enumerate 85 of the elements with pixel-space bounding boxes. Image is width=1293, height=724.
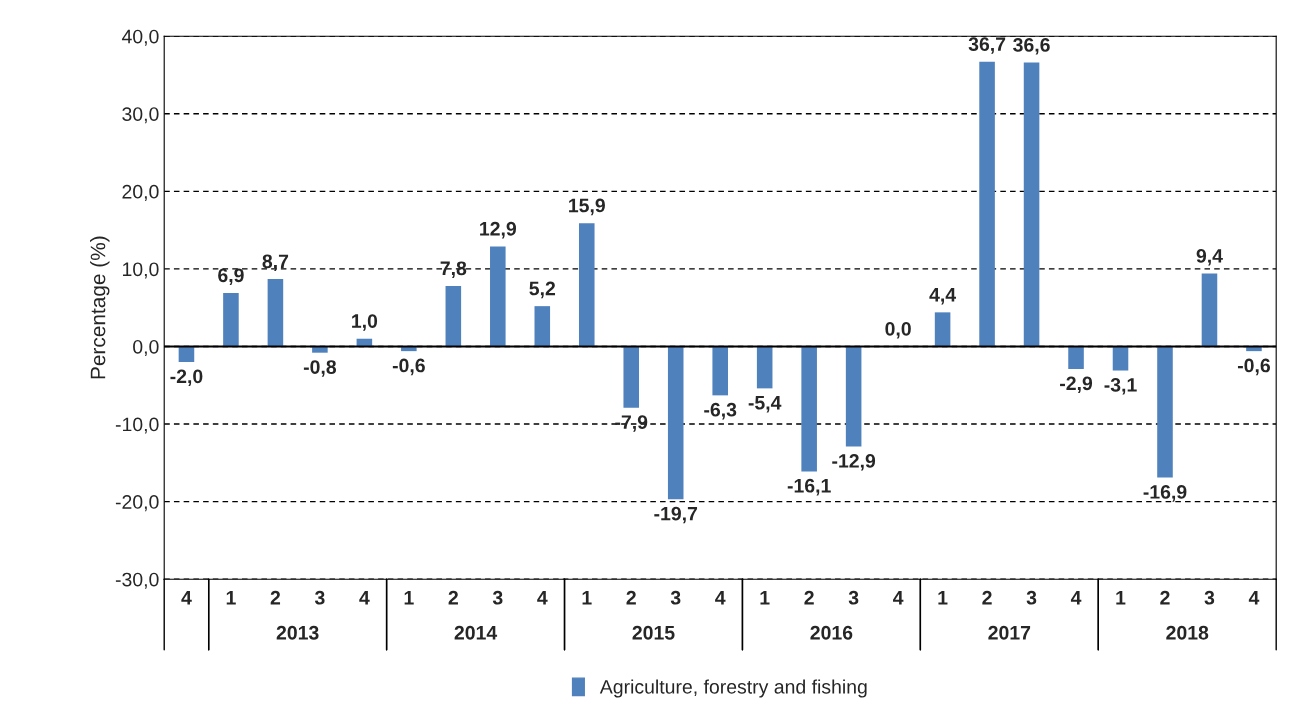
data-label: 36,7 <box>968 37 1006 54</box>
data-label: 15,9 <box>569 198 605 216</box>
bar <box>623 346 640 408</box>
bar <box>267 279 284 347</box>
bar <box>712 346 728 396</box>
x-tick-label: 2 <box>982 590 992 605</box>
x-tick-label: 3 <box>848 590 859 605</box>
x-tick-label: 1 <box>226 591 236 605</box>
y-tick-label: 10,0 <box>122 262 159 279</box>
x-tick-label: 3 <box>1026 590 1037 605</box>
text: 2016 <box>810 625 853 640</box>
data-label: -2,9 <box>1060 376 1093 394</box>
bar <box>490 246 506 347</box>
x-tick-label: 4 <box>359 591 370 605</box>
y-tick-label: -30,0 <box>115 572 159 589</box>
x-tick-label: 3 <box>492 590 503 605</box>
x-tick-label: 4 <box>715 591 726 605</box>
data-label: 4,4 <box>929 288 957 305</box>
x-tick-label: 2 <box>626 590 636 605</box>
data-label: 36,6 <box>1013 38 1050 55</box>
x-tick-label: 3 <box>670 590 681 605</box>
y-tick-label: 0,0 <box>133 339 159 357</box>
y-tick-label: 40,0 <box>121 29 159 46</box>
data-label: -7,9 <box>615 415 648 432</box>
x-tick-label: 2 <box>1160 590 1170 605</box>
y-tick-label: 30,0 <box>122 107 159 124</box>
data-label: 9,4 <box>1196 249 1223 266</box>
text: 2017 <box>988 625 1031 640</box>
data-label: 6,9 <box>218 268 244 285</box>
bar <box>1023 62 1040 347</box>
bar <box>979 61 995 347</box>
x-tick-label: 2 <box>270 590 281 605</box>
data-label: 1,0 <box>352 314 378 331</box>
bar <box>1112 346 1129 371</box>
legend-label: Agriculture, forestry and fishing <box>599 679 867 698</box>
bar <box>1157 346 1173 478</box>
bar <box>1068 346 1084 369</box>
data-label: -12,9 <box>832 454 876 471</box>
bar <box>1201 273 1218 347</box>
data-label: -5,4 <box>748 396 782 413</box>
x-tick-label: 4 <box>893 591 904 605</box>
data-label: -0,6 <box>392 358 425 376</box>
x-tick-label: 2 <box>448 590 458 605</box>
text: 2015 <box>632 625 675 640</box>
y-tick-label: -20,0 <box>115 495 159 512</box>
data-label: 5,2 <box>529 281 556 299</box>
x-tick-label: 3 <box>1204 590 1215 605</box>
x-tick-label: 1 <box>404 591 414 605</box>
data-label: 8,7 <box>262 254 289 272</box>
y-tick-label: -10,0 <box>115 417 159 434</box>
bar <box>534 306 551 347</box>
bar <box>578 223 595 347</box>
x-tick-label: 1 <box>938 591 948 605</box>
bar <box>756 346 773 389</box>
data-label: 7,8 <box>440 261 467 279</box>
text: 2018 <box>1166 625 1209 640</box>
bar <box>801 346 817 472</box>
x-tick-label: 4 <box>1248 591 1260 605</box>
data-label: -6,3 <box>704 402 737 420</box>
x-tick-label: 4 <box>1070 591 1082 605</box>
text: 2014 <box>454 625 498 640</box>
data-label: 12,9 <box>480 221 517 239</box>
x-tick-label: 1 <box>582 591 592 605</box>
y-axis-title: Percentage (%) <box>90 236 110 379</box>
data-label: 0,0 <box>885 321 911 339</box>
text: 2013 <box>276 625 319 640</box>
data-label: -19,7 <box>654 506 698 524</box>
bar <box>223 292 239 347</box>
data-label: -0,6 <box>1237 358 1270 376</box>
x-tick-label: 1 <box>760 591 770 605</box>
bar <box>845 346 862 447</box>
x-tick-label: 2 <box>804 590 814 605</box>
x-tick-label: 4 <box>537 591 548 605</box>
data-label: -0,8 <box>303 360 337 377</box>
bar <box>445 285 462 347</box>
x-tick-label: 4 <box>181 591 192 605</box>
data-label: -16,9 <box>1143 485 1187 502</box>
bar <box>934 312 951 347</box>
x-tick-label: 1 <box>1116 591 1126 605</box>
data-label: -16,1 <box>787 478 831 496</box>
y-tick-label: 20,0 <box>122 184 159 201</box>
data-label: -3,1 <box>1104 377 1137 395</box>
x-tick-label: 3 <box>314 590 325 605</box>
data-label: -2,0 <box>170 369 203 387</box>
bar <box>667 346 684 500</box>
